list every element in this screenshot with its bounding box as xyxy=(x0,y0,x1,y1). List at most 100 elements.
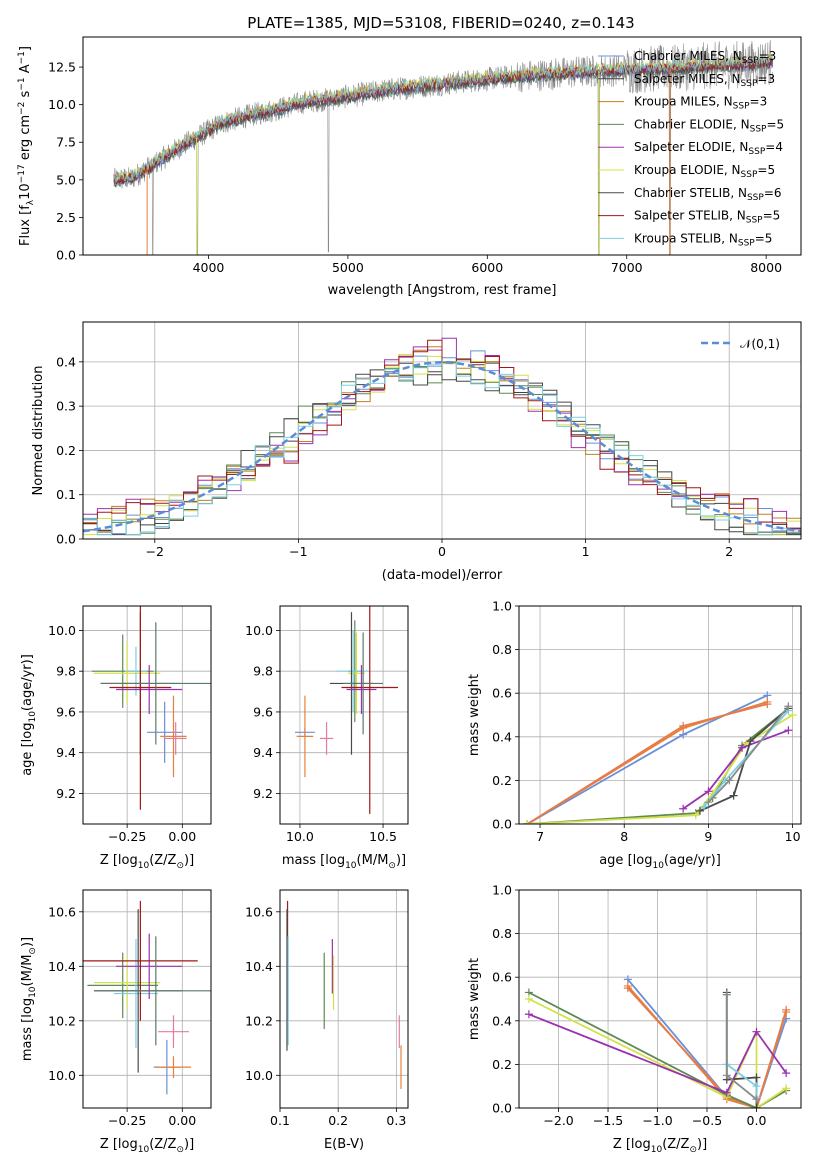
label-part: ⊙ xyxy=(176,861,184,871)
label-part: s xyxy=(18,90,33,101)
label-part: 10 xyxy=(28,986,38,998)
y-tick-label: 10.2 xyxy=(48,1013,76,1028)
label-part: Z [log xyxy=(100,853,138,868)
weight-line xyxy=(699,707,789,812)
y-tick-label: 0.0 xyxy=(492,817,512,832)
x-axis-label: Z [log10(Z/Z⊙)] xyxy=(100,853,194,871)
x-tick-label: 0 xyxy=(438,544,446,559)
y-axis-label: mass weight xyxy=(467,958,482,1040)
x-tick-label: 10.0 xyxy=(286,829,314,844)
weight-line xyxy=(528,1013,787,1094)
y-tick-label: 10.6 xyxy=(48,904,76,919)
label-part: )] xyxy=(697,1137,707,1152)
y-tick-label: 12.5 xyxy=(48,60,76,75)
y-tick-label: 0.8 xyxy=(492,926,512,941)
label-part: SSP xyxy=(748,147,765,157)
y-axis-label: mass [log10(M/M⊙)] xyxy=(20,937,38,1061)
label-part: Salpeter STELIB, N xyxy=(634,209,746,223)
label-part: ⊙ xyxy=(28,947,38,955)
label-part: 10 xyxy=(28,711,38,723)
label-part: SSP xyxy=(741,79,758,89)
label-part: −2 xyxy=(17,102,27,115)
label-part: (Z/Z xyxy=(149,853,176,868)
weight-marker xyxy=(704,787,713,796)
plot-area xyxy=(113,40,774,255)
y-tick-label: 10.0 xyxy=(48,1068,76,1083)
label-part: SSP xyxy=(738,238,755,248)
x-tick-label: 10 xyxy=(785,829,801,844)
weight-vs-metallicity-panel: −2.0 −1.5 −1.0 −0.5 0.0 0.0 0.2 0.4 0.6 0.8 1.0 Z [… xyxy=(467,883,802,1155)
y-axis-label: age [log10(age/yr)] xyxy=(20,654,38,776)
x-tick-label: 0.00 xyxy=(168,1113,196,1128)
weight-marker xyxy=(623,984,632,993)
x-tick-label: 1 xyxy=(582,544,590,559)
x-axis-label: age [log10(age/yr)] xyxy=(599,853,721,871)
label-part: )] xyxy=(184,1137,194,1152)
label-part: −1 xyxy=(17,51,27,64)
y-tick-label: 7.5 xyxy=(56,135,76,150)
x-tick-label: −1.0 xyxy=(642,1113,672,1128)
x-axis-label: (data-model)/error xyxy=(382,568,503,583)
x-tick-label: 2 xyxy=(725,544,733,559)
y-tick-label: 0.2 xyxy=(492,1057,512,1072)
x-tick-label: 0.1 xyxy=(270,1113,290,1128)
weight-line xyxy=(627,987,788,1108)
label-part: ] xyxy=(18,46,33,51)
weight-marker xyxy=(752,1095,761,1104)
plot-area xyxy=(523,691,797,824)
plot-area xyxy=(83,337,801,536)
y-tick-label: 0.0 xyxy=(56,532,76,547)
label-part: ⊙ xyxy=(689,1145,697,1155)
y-tick-label: 1.0 xyxy=(492,599,512,614)
y-tick-label: 9.4 xyxy=(253,745,273,760)
weight-marker xyxy=(788,711,797,719)
weight-marker xyxy=(752,1027,761,1036)
plot-area xyxy=(294,606,399,814)
label-part: ⊙ xyxy=(388,861,396,871)
label-part: SSP xyxy=(733,102,750,112)
grid xyxy=(280,606,408,824)
y-tick-label: 0.1 xyxy=(56,487,76,502)
weight-marker xyxy=(738,743,747,752)
y-tick-label: 0.3 xyxy=(56,399,76,414)
weight-marker xyxy=(725,776,734,785)
x-axis-label: wavelength [Angstrom, rest frame] xyxy=(328,283,557,298)
x-axis-label: Z [log10(Z/Z⊙)] xyxy=(613,1137,707,1155)
spectrum-panel: 4000 5000 6000 7000 8000 0.0 2.5 5.0 7.5 10.0 12.5… xyxy=(17,36,802,298)
mass-vs-ebv-panel: 0.1 0.2 0.3 10.0 10.2 10.4 10.6 E(B-V) xyxy=(245,889,409,1152)
label-part: A xyxy=(18,64,33,77)
label-part: Salpeter MILES, N xyxy=(634,72,741,86)
label-part: )] xyxy=(184,853,194,868)
label-part: Kroupa ELODIE, N xyxy=(634,163,741,177)
legend-entry: Chabrier MILES, NSSP=3 xyxy=(634,49,776,66)
weight-marker xyxy=(752,1082,761,1091)
label-part: Chabrier STELIB, N xyxy=(634,186,747,200)
y-tick-label: 10.0 xyxy=(48,623,76,638)
label-part: age [log xyxy=(20,723,35,776)
legend-entry: Salpeter ELODIE, NSSP=4 xyxy=(634,140,783,157)
plot-area xyxy=(91,606,211,810)
label-part: mass [log xyxy=(282,853,345,868)
axes-frame xyxy=(518,605,802,825)
axes-frame xyxy=(279,605,409,825)
y-tick-label: 9.8 xyxy=(56,664,76,679)
legend-entry: Kroupa STELIB, NSSP=5 xyxy=(634,231,772,248)
x-tick-label: −0.5 xyxy=(692,1113,722,1128)
label-part: −17 xyxy=(17,164,27,183)
weight-marker xyxy=(784,702,793,711)
y-tick-label: 9.6 xyxy=(56,704,76,719)
label-part: 10 xyxy=(651,1145,663,1155)
label-part: Chabrier MILES, N xyxy=(634,49,742,63)
weight-marker xyxy=(722,1071,731,1080)
legend-entry: Kroupa MILES, NSSP=3 xyxy=(634,95,767,112)
x-tick-label: −0.25 xyxy=(108,829,146,844)
histogram-step xyxy=(83,339,801,529)
y-tick-label: 0.0 xyxy=(56,248,76,263)
legend-entry: Kroupa ELODIE, NSSP=5 xyxy=(634,163,775,180)
legend-entry: Chabrier STELIB, NSSP=6 xyxy=(634,186,782,203)
weight-marker xyxy=(679,804,688,813)
y-tick-label: 9.8 xyxy=(253,664,273,679)
age-vs-mass-panel: 10.0 10.5 9.2 9.4 9.6 9.8 10.0 mass [log10(M/M⊙… xyxy=(245,605,409,871)
x-tick-label: 7000 xyxy=(611,260,643,275)
